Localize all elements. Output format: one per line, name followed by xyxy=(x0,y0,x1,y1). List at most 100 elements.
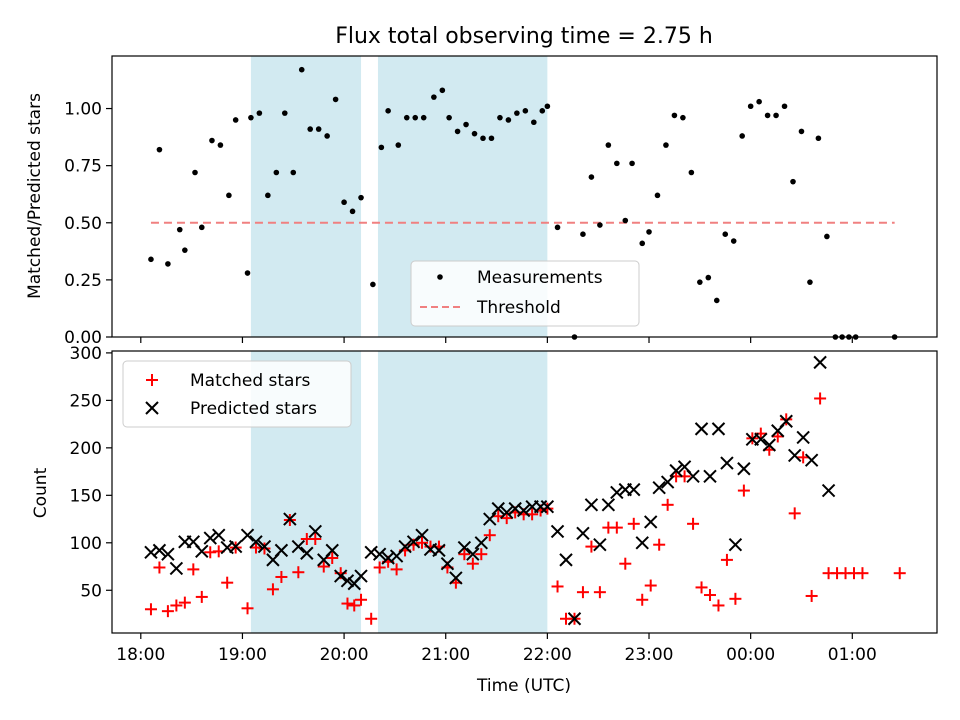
measurement-point xyxy=(156,146,163,153)
ratio-y-axis-label: Matched/Predicted stars xyxy=(25,93,45,299)
predicted-point xyxy=(457,540,472,555)
predicted-point xyxy=(711,422,726,436)
legend-threshold-label: Threshold xyxy=(476,298,561,318)
predicted-point xyxy=(703,469,717,484)
matched-point xyxy=(144,603,157,616)
measurement-point xyxy=(554,224,561,231)
count-x-tick-label: 01:00 xyxy=(828,645,877,665)
measurement-point xyxy=(807,279,813,285)
figure-title: Flux total observing time = 2.75 h xyxy=(335,24,713,49)
ratio-points xyxy=(148,66,898,340)
matched-point xyxy=(720,553,733,566)
matched-point xyxy=(187,563,200,576)
measurement-point xyxy=(358,194,364,201)
matched-point xyxy=(712,599,725,612)
measurement-point xyxy=(705,274,712,281)
measurement-point xyxy=(747,103,754,110)
measurement-point xyxy=(739,133,745,139)
count-x-tick-label: 18:00 xyxy=(116,645,165,665)
measurement-point xyxy=(580,231,586,237)
predicted-point xyxy=(291,539,306,554)
measurement-point xyxy=(332,96,339,103)
matched-point xyxy=(341,597,354,610)
measurement-point xyxy=(324,133,330,139)
predicted-point xyxy=(635,536,649,550)
predicted-point xyxy=(440,556,455,571)
measurement-point xyxy=(281,110,288,116)
predicted-point xyxy=(283,512,297,526)
predicted-point xyxy=(381,551,395,565)
count-y-tick-label: 50 xyxy=(80,581,102,601)
predicted-point xyxy=(813,355,827,370)
predicted-point xyxy=(720,456,734,470)
matched-point xyxy=(610,521,623,534)
legend-matched-label: Matched stars xyxy=(190,371,310,391)
matched-point xyxy=(178,596,191,609)
matched-point xyxy=(309,533,322,545)
predicted-point xyxy=(228,539,243,554)
matched-point xyxy=(348,599,361,612)
measurement-point xyxy=(307,126,314,132)
ratio-y-tick-label: 1.00 xyxy=(64,100,102,120)
matched-point xyxy=(703,589,716,602)
predicted-point xyxy=(249,535,263,549)
matched-point xyxy=(636,593,649,606)
measurement-point xyxy=(446,114,452,121)
measurement-point xyxy=(226,192,232,199)
measurement-point xyxy=(798,128,805,135)
ratio-legend-box xyxy=(410,260,640,327)
predicted-point xyxy=(694,422,709,436)
measurement-point xyxy=(403,114,410,121)
predicted-point xyxy=(406,535,421,549)
predicted-point xyxy=(300,546,314,560)
ratio-axes-frame xyxy=(111,55,938,338)
matched-point xyxy=(258,542,271,555)
predicted-point xyxy=(398,539,412,554)
predicted-point xyxy=(762,438,776,452)
count-y-tick-label: 200 xyxy=(70,439,102,459)
predicted-point xyxy=(325,543,339,558)
predicted-point xyxy=(508,501,522,516)
predicted-point xyxy=(796,430,810,445)
measurement-point xyxy=(730,238,737,244)
predicted-point xyxy=(627,482,641,497)
count-x-tick-label: 00:00 xyxy=(726,645,775,665)
measurement-point xyxy=(370,281,376,288)
measurement-point xyxy=(232,117,239,123)
measurement-point xyxy=(290,169,297,176)
matched-point xyxy=(729,592,742,605)
measurement-point xyxy=(244,270,251,276)
matched-point xyxy=(771,430,784,443)
measurement-point xyxy=(471,130,478,137)
measurement-point xyxy=(622,217,629,224)
predicted-point xyxy=(161,547,175,561)
measurement-point xyxy=(756,98,762,105)
measurement-point xyxy=(217,142,224,148)
matched-point xyxy=(195,590,208,603)
matched-point xyxy=(241,602,254,615)
measurement-point xyxy=(192,169,198,176)
measurement-point xyxy=(315,126,322,132)
count-legend-box xyxy=(122,360,352,428)
measurement-point xyxy=(605,142,612,148)
measurement-point xyxy=(298,66,305,73)
measurement-point xyxy=(198,224,205,231)
measurement-point xyxy=(629,160,635,167)
predicted-point xyxy=(804,453,819,467)
predicted-point xyxy=(257,539,272,554)
predicted-point xyxy=(610,485,624,500)
count-x-tick-label: 22:00 xyxy=(523,645,572,665)
measurement-point xyxy=(614,160,620,167)
measurement-point xyxy=(341,199,347,206)
matched-point xyxy=(797,451,810,464)
predicted-point xyxy=(415,528,429,542)
measurement-point xyxy=(781,103,788,110)
count-y-tick-label: 150 xyxy=(70,486,102,506)
measurement-point xyxy=(722,231,729,237)
measurement-point xyxy=(378,144,385,151)
predicted-point xyxy=(449,571,463,585)
measurement-point xyxy=(176,226,183,233)
predicted-point xyxy=(152,543,167,558)
matched-point xyxy=(161,605,174,618)
